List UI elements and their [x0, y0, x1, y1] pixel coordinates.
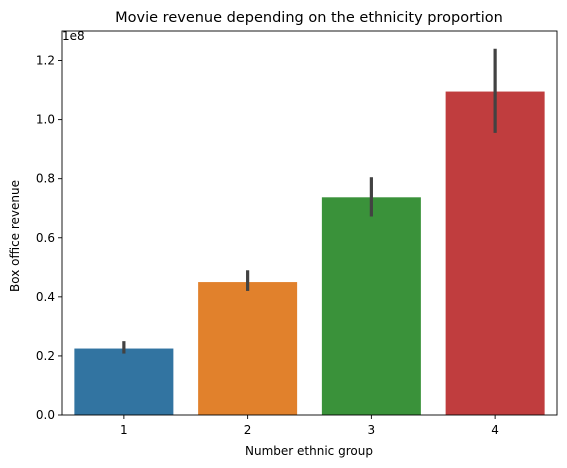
- y-tick-label: 0.0: [36, 408, 55, 422]
- x-tick-label: 4: [491, 423, 499, 437]
- y-tick-label: 1.2: [36, 54, 55, 68]
- chart-title: Movie revenue depending on the ethnicity…: [115, 10, 503, 26]
- axis-offset-label: 1e8: [62, 29, 85, 43]
- bar-2: [198, 282, 298, 415]
- x-axis-label: Number ethnic group: [245, 444, 373, 458]
- y-tick-label: 0.2: [36, 349, 55, 363]
- axes-frame: [61, 30, 558, 416]
- y-tick-label: 0.6: [36, 231, 55, 245]
- y-tick-label: 1.0: [36, 113, 55, 127]
- bar-4: [445, 91, 545, 416]
- y-tick-label: 0.8: [36, 172, 55, 186]
- x-tick-label: 3: [368, 423, 376, 437]
- bar-1: [74, 348, 174, 415]
- x-tick-label: 1: [120, 423, 128, 437]
- y-tick-label: 0.4: [36, 290, 55, 304]
- bar-3: [321, 197, 421, 415]
- x-tick-label: 2: [244, 423, 252, 437]
- y-axis-label: Box office revenue: [8, 180, 22, 292]
- plot-area: 0.0 0.2 0.4 0.6 0.8 1.0 1.2 1 2 3 4: [36, 30, 558, 437]
